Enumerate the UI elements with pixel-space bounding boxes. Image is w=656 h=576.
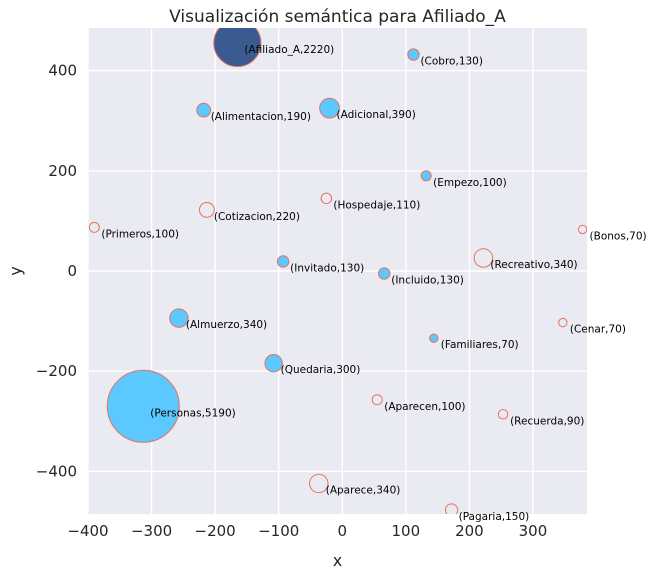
data-point (420, 170, 432, 182)
data-label: (Aparece,340) (326, 484, 401, 496)
data-label: (Recreativo,340) (490, 259, 577, 271)
y-tick-label: 200 (48, 162, 77, 180)
x-tick-label: −300 (131, 522, 172, 540)
data-label: (Empezo,100) (433, 177, 507, 189)
x-tick-label: −400 (67, 522, 108, 540)
data-points (88, 28, 587, 514)
data-point (429, 333, 439, 343)
x-tick-label: 300 (519, 522, 548, 540)
y-tick-label: 0 (67, 262, 77, 280)
axis-ticks: −400 −300 −200 −100 0 100 200 300 −400 −200 0 200 40… (36, 62, 547, 540)
data-label: (Invitado,130) (290, 262, 364, 274)
data-labels: (Afiliado_A,2220) (Cobro,130) (Alimentacio… (101, 44, 646, 523)
x-tick-label: −100 (258, 522, 299, 540)
data-label: (Hospedaje,110) (333, 199, 420, 211)
data-point (444, 503, 459, 514)
data-point (276, 255, 290, 268)
grid (87, 28, 587, 514)
x-tick-label: 100 (392, 522, 421, 540)
data-label: (Cotizacion,220) (214, 211, 300, 223)
data-point (196, 102, 212, 118)
x-tick-label: −200 (195, 522, 236, 540)
data-label: (Recuerda,90) (510, 415, 584, 427)
x-tick-label: 200 (455, 522, 484, 540)
data-label: (Adicional,390) (337, 109, 416, 121)
data-point (319, 97, 340, 119)
data-label: (Cobro,130) (420, 56, 483, 68)
data-point (106, 369, 180, 443)
data-label: (Familiares,70) (441, 339, 519, 351)
y-axis-label: y (6, 266, 25, 275)
data-point (264, 354, 283, 373)
data-label: (Pagaria,150) (459, 511, 530, 523)
data-label: (Quedaria,300) (281, 364, 361, 376)
data-label: (Alimentacion,190) (211, 111, 311, 123)
data-point (378, 267, 391, 280)
data-label: (Incluido,130) (391, 275, 464, 287)
x-axis-label: x (333, 551, 342, 570)
data-point (577, 224, 587, 235)
data-label: (Aparecen,100) (384, 401, 465, 413)
data-point (558, 317, 568, 328)
data-point (213, 28, 262, 68)
data-point (407, 48, 420, 61)
data-label: (Personas,5190) (150, 407, 235, 419)
y-tick-label: −200 (36, 362, 77, 380)
data-point (88, 221, 100, 233)
x-tick-label: 0 (337, 522, 347, 540)
data-label: (Bonos,70) (590, 230, 647, 242)
y-tick-label: 400 (48, 62, 77, 80)
chart-title: Visualización semántica para Afiliado_A (169, 7, 506, 27)
data-label: (Almuerzo,340) (186, 319, 267, 331)
data-point (309, 473, 329, 494)
data-label: (Cenar,70) (570, 324, 626, 336)
data-label: (Afiliado_A,2220) (244, 44, 334, 56)
data-point (198, 201, 215, 218)
data-point (371, 394, 383, 406)
data-point (320, 192, 333, 205)
data-point (169, 308, 189, 328)
data-point (497, 409, 509, 420)
data-label: (Primeros,100) (101, 228, 179, 240)
y-tick-label: −400 (36, 462, 77, 480)
data-point (473, 248, 494, 268)
